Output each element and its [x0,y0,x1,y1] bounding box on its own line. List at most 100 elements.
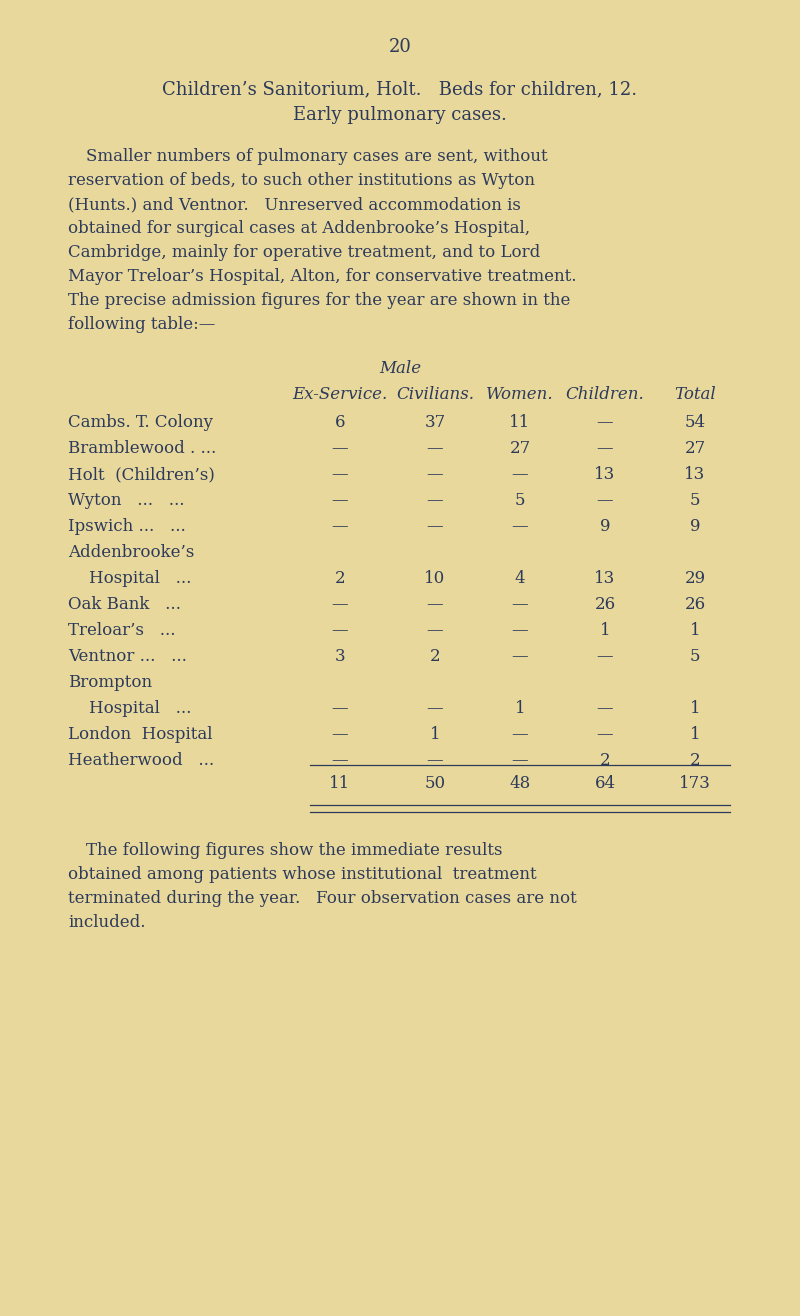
Text: —: — [332,700,348,717]
Text: Smaller numbers of pulmonary cases are sent, without: Smaller numbers of pulmonary cases are s… [86,147,548,164]
Text: Treloar’s   ...: Treloar’s ... [68,622,175,640]
Text: 5: 5 [514,492,526,509]
Text: Mayor Treloar’s Hospital, Alton, for conservative treatment.: Mayor Treloar’s Hospital, Alton, for con… [68,268,577,286]
Text: 50: 50 [425,775,446,792]
Text: —: — [426,519,443,536]
Text: Ipswich ...   ...: Ipswich ... ... [68,519,186,536]
Text: 2: 2 [334,570,346,587]
Text: Addenbrooke’s: Addenbrooke’s [68,544,194,561]
Text: Civilians.: Civilians. [396,386,474,403]
Text: 11: 11 [510,415,530,432]
Text: —: — [426,622,443,640]
Text: Children.: Children. [566,386,644,403]
Text: 48: 48 [510,775,530,792]
Text: 3: 3 [334,647,346,665]
Text: 64: 64 [594,775,615,792]
Text: The precise admission figures for the year are shown in the: The precise admission figures for the ye… [68,292,570,309]
Text: —: — [426,492,443,509]
Text: Hospital   ...: Hospital ... [68,700,191,717]
Text: —: — [426,466,443,483]
Text: —: — [332,466,348,483]
Text: —: — [597,647,614,665]
Text: —: — [332,492,348,509]
Text: Cambs. T. Colony: Cambs. T. Colony [68,415,213,432]
Text: 37: 37 [424,415,446,432]
Text: —: — [512,519,528,536]
Text: Bramblewood . ...: Bramblewood . ... [68,440,216,457]
Text: —: — [332,622,348,640]
Text: Early pulmonary cases.: Early pulmonary cases. [293,107,507,124]
Text: 1: 1 [430,726,440,744]
Text: 1: 1 [600,622,610,640]
Text: obtained for surgical cases at Addenbrooke’s Hospital,: obtained for surgical cases at Addenbroo… [68,220,530,237]
Text: 13: 13 [594,466,616,483]
Text: 11: 11 [330,775,350,792]
Text: 27: 27 [510,440,530,457]
Text: —: — [426,440,443,457]
Text: The following figures show the immediate results: The following figures show the immediate… [86,842,502,859]
Text: 173: 173 [679,775,711,792]
Text: 1: 1 [690,726,700,744]
Text: Ventnor ...   ...: Ventnor ... ... [68,647,187,665]
Text: —: — [426,596,443,613]
Text: —: — [426,700,443,717]
Text: —: — [332,726,348,744]
Text: 4: 4 [514,570,526,587]
Text: 5: 5 [690,647,700,665]
Text: Ex-Service.: Ex-Service. [292,386,388,403]
Text: 27: 27 [684,440,706,457]
Text: —: — [597,726,614,744]
Text: (Hunts.) and Ventnor.   Unreserved accommodation is: (Hunts.) and Ventnor. Unreserved accommo… [68,196,521,213]
Text: Total: Total [674,386,716,403]
Text: 13: 13 [684,466,706,483]
Text: Male: Male [379,361,421,376]
Text: 2: 2 [690,751,700,769]
Text: —: — [512,466,528,483]
Text: —: — [426,751,443,769]
Text: Cambridge, mainly for operative treatment, and to Lord: Cambridge, mainly for operative treatmen… [68,243,540,261]
Text: —: — [512,647,528,665]
Text: Hospital   ...: Hospital ... [68,570,191,587]
Text: reservation of beds, to such other institutions as Wyton: reservation of beds, to such other insti… [68,172,535,190]
Text: 1: 1 [690,622,700,640]
Text: 20: 20 [389,38,411,57]
Text: 5: 5 [690,492,700,509]
Text: following table:—: following table:— [68,316,215,333]
Text: —: — [332,596,348,613]
Text: 1: 1 [514,700,526,717]
Text: —: — [512,596,528,613]
Text: Oak Bank   ...: Oak Bank ... [68,596,181,613]
Text: —: — [597,492,614,509]
Text: Holt  (Children’s): Holt (Children’s) [68,466,215,483]
Text: 54: 54 [685,415,706,432]
Text: —: — [512,751,528,769]
Text: —: — [512,622,528,640]
Text: —: — [512,726,528,744]
Text: London  Hospital: London Hospital [68,726,213,744]
Text: 1: 1 [690,700,700,717]
Text: 29: 29 [685,570,706,587]
Text: Wyton   ...   ...: Wyton ... ... [68,492,185,509]
Text: —: — [597,440,614,457]
Text: 10: 10 [424,570,446,587]
Text: —: — [597,415,614,432]
Text: 13: 13 [594,570,616,587]
Text: 9: 9 [600,519,610,536]
Text: included.: included. [68,915,146,930]
Text: 2: 2 [600,751,610,769]
Text: obtained among patients whose institutional  treatment: obtained among patients whose institutio… [68,866,537,883]
Text: —: — [332,751,348,769]
Text: Women.: Women. [486,386,554,403]
Text: Children’s Sanitorium, Holt.   Beds for children, 12.: Children’s Sanitorium, Holt. Beds for ch… [162,80,638,97]
Text: Brompton: Brompton [68,674,152,691]
Text: 26: 26 [685,596,706,613]
Text: 26: 26 [594,596,615,613]
Text: Heatherwood   ...: Heatherwood ... [68,751,214,769]
Text: 6: 6 [334,415,346,432]
Text: terminated during the year.   Four observation cases are not: terminated during the year. Four observa… [68,890,577,907]
Text: —: — [332,519,348,536]
Text: —: — [332,440,348,457]
Text: 9: 9 [690,519,700,536]
Text: 2: 2 [430,647,440,665]
Text: —: — [597,700,614,717]
